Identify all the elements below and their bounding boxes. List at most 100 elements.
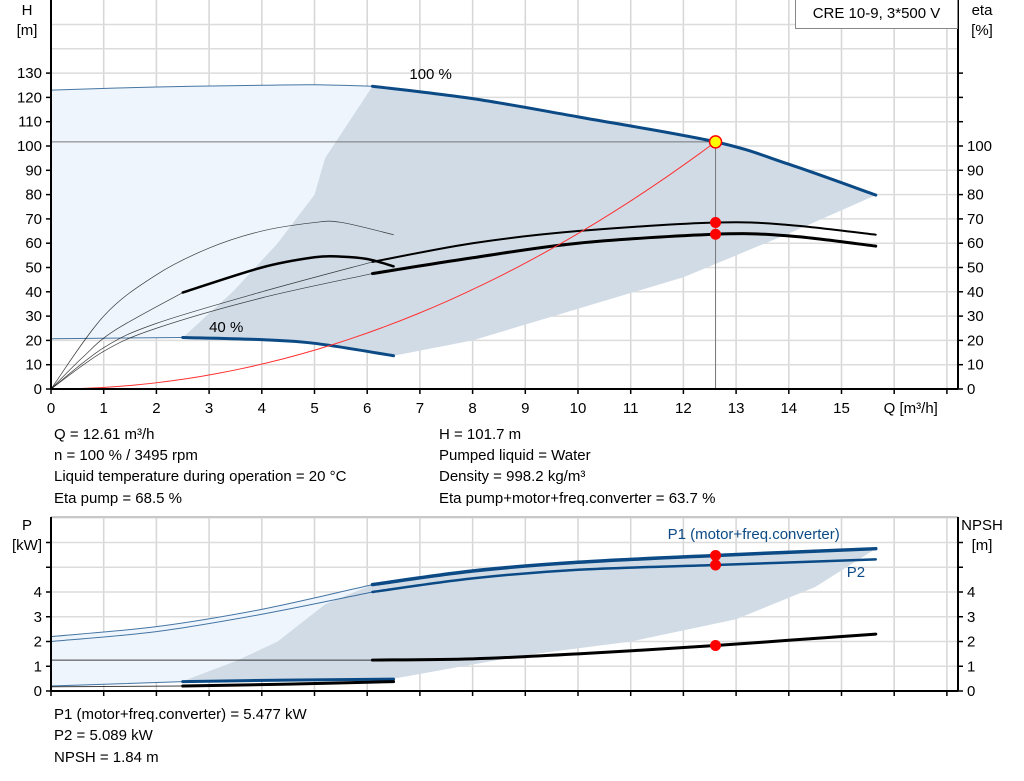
y-tick-label-right: 90	[967, 162, 984, 179]
label-40-percent: 40 %	[209, 319, 243, 336]
readout-density: Density = 998.2 kg/m³	[439, 468, 586, 485]
y-axis-title-left: P	[22, 517, 32, 534]
x-tick-label: 3	[205, 400, 213, 417]
efficiency-series-5	[370, 232, 878, 276]
extended-range-area	[51, 584, 373, 688]
readout-q: Q = 12.61 m³/h	[54, 426, 155, 443]
npsh-series-6	[370, 632, 878, 662]
y-tick-label-left: 0	[34, 381, 42, 398]
power-series-2	[50, 584, 373, 638]
power-series-5	[50, 681, 184, 687]
eta-total-marker	[710, 228, 722, 240]
x-tick-label: 5	[310, 400, 318, 417]
y-tick-label-left: 120	[17, 89, 42, 106]
readout-head: H = 101.7 m	[439, 426, 522, 443]
eta-pump-marker	[710, 217, 722, 229]
y-tick-label-left: 2	[34, 634, 42, 651]
operating-range-area	[182, 86, 876, 356]
y-tick-label-left: 110	[18, 114, 42, 131]
y-tick-label-left: 40	[25, 284, 42, 301]
power-series-1	[371, 558, 878, 594]
efficiency-series-10	[50, 273, 373, 390]
y-tick-label-left: 70	[25, 211, 42, 228]
y-axis-unit-left: [kW]	[12, 537, 42, 554]
pump-curve-series-3	[50, 336, 184, 340]
head-efficiency-plot: 100 %40 %0102030405060708090100110120130…	[17, 0, 994, 417]
efficiency-series-7	[50, 220, 394, 390]
efficiency-series-4	[371, 221, 877, 263]
pump-curve-series-1	[50, 84, 373, 91]
npsh-marker	[710, 639, 722, 651]
npsh-series-9	[50, 685, 184, 688]
y-tick-label-right: 20	[967, 332, 984, 349]
x-tick-label: 14	[780, 400, 797, 417]
x-tick-label: 4	[258, 400, 266, 417]
npsh-series-8	[181, 680, 396, 688]
y-tick-label-right: 1	[967, 658, 975, 675]
y-tick-label-left: 90	[25, 162, 42, 179]
label-p1: P1 (motor+freq.converter)	[668, 526, 840, 543]
pump-curve-series-2	[181, 335, 396, 358]
y-tick-label-right: 60	[967, 235, 984, 252]
y-axis-unit-left: [m]	[17, 22, 38, 39]
y-tick-label-left: 0	[34, 683, 42, 700]
label-100-percent: 100 %	[409, 66, 452, 83]
power-npsh-plot: P1 (motor+freq.converter) P2 0 1 2 3 4 0 1 2 3 4 P [k…	[12, 516, 1003, 700]
y-tick-label-right: 10	[967, 357, 984, 374]
readout-eta-pump: Eta pump = 68.5 %	[54, 490, 182, 507]
p2-marker	[710, 559, 722, 571]
y-tick-label-right: 40	[967, 284, 984, 301]
y-axis-unit-right: [%]	[971, 22, 993, 39]
y-tick-label-right: 70	[967, 211, 984, 228]
x-tick-label: 9	[521, 400, 529, 417]
x-tick-label: 11	[623, 400, 639, 417]
operating-range-area	[182, 548, 876, 682]
y-axis-title-right: NPSH	[961, 517, 1003, 534]
x-tick-label: 8	[468, 400, 476, 417]
efficiency-series-9	[50, 261, 373, 390]
readout-p1: P1 (motor+freq.converter) = 5.477 kW	[54, 706, 307, 723]
power-series-4	[181, 677, 396, 684]
y-tick-label-right: 30	[967, 308, 984, 325]
y-tick-label-left: 60	[25, 235, 42, 252]
x-tick-label: 12	[675, 400, 692, 417]
readout-eta-total: Eta pump+motor+freq.converter = 63.7 %	[439, 490, 716, 507]
y-tick-label-right: 80	[967, 187, 984, 204]
x-tick-label: 2	[152, 400, 160, 417]
y-tick-label-right: 100	[967, 138, 992, 155]
readout-speed: n = 100 % / 3495 rpm	[54, 447, 198, 464]
power-series-0	[370, 546, 878, 587]
y-tick-label-left: 4	[34, 584, 42, 601]
y-tick-label-left: 30	[25, 308, 42, 325]
y-tick-label-right: 2	[967, 634, 975, 651]
system-curve-series-11	[50, 141, 717, 390]
x-tick-label: 15	[833, 400, 850, 417]
x-tick-label: 1	[100, 400, 108, 417]
y-tick-label-right: 3	[967, 609, 975, 626]
pump-model-legend: CRE 10-9, 3*500 V	[795, 0, 958, 29]
operating-point-marker	[708, 135, 723, 149]
y-axis-unit-right: [m]	[972, 537, 993, 554]
y-tick-label-right: 50	[967, 260, 984, 277]
efficiency-series-6	[181, 254, 395, 294]
y-tick-label-right: 4	[967, 584, 975, 601]
y-tick-label-left: 20	[25, 332, 42, 349]
y-tick-label-right: 0	[967, 683, 975, 700]
readout-npsh: NPSH = 1.84 m	[54, 749, 159, 766]
efficiency-series-8	[50, 292, 184, 390]
x-tick-label: 7	[416, 400, 424, 417]
power-series-3	[50, 591, 373, 642]
extended-range-area	[51, 84, 373, 339]
y-tick-label-left: 3	[34, 609, 42, 626]
y-tick-label-left: 10	[25, 357, 42, 374]
pump-curve-series-0	[370, 84, 878, 197]
readout-liquid: Pumped liquid = Water	[439, 447, 591, 464]
y-tick-label-left: 1	[34, 658, 42, 675]
readout-temperature: Liquid temperature during operation = 20…	[54, 468, 347, 485]
y-axis-title-right: eta	[972, 2, 994, 19]
x-tick-label: 0	[47, 400, 55, 417]
x-tick-label: 6	[363, 400, 371, 417]
readout-p2: P2 = 5.089 kW	[54, 727, 153, 744]
y-tick-label-left: 50	[25, 260, 42, 277]
